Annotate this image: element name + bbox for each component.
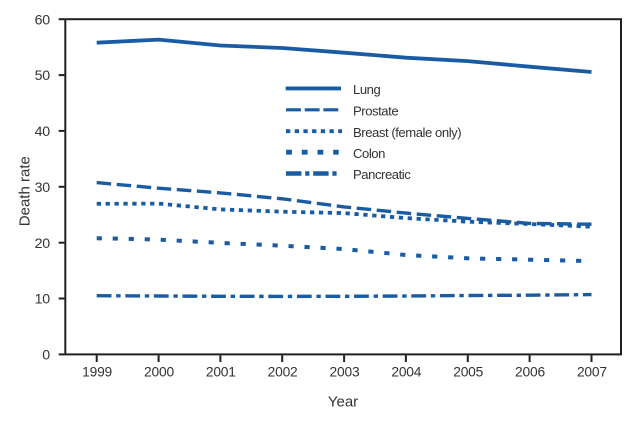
svg-text:20: 20 <box>35 236 51 252</box>
svg-text:0: 0 <box>42 348 50 364</box>
svg-text:Pancreatic: Pancreatic <box>353 167 411 182</box>
svg-text:10: 10 <box>35 292 51 308</box>
svg-text:Lung: Lung <box>353 82 380 97</box>
svg-text:2004: 2004 <box>391 365 421 380</box>
svg-text:50: 50 <box>35 68 51 84</box>
svg-text:40: 40 <box>35 124 51 140</box>
svg-text:2007: 2007 <box>577 365 607 380</box>
svg-text:Breast (female only): Breast (female only) <box>353 125 461 140</box>
svg-text:2006: 2006 <box>515 365 545 380</box>
svg-text:Colon: Colon <box>353 146 385 161</box>
svg-text:1999: 1999 <box>82 365 112 380</box>
svg-text:30: 30 <box>35 180 51 196</box>
svg-text:2001: 2001 <box>206 365 236 380</box>
svg-text:Prostate: Prostate <box>353 103 398 118</box>
svg-text:Death rate: Death rate <box>17 156 34 226</box>
svg-text:2002: 2002 <box>268 365 298 380</box>
svg-text:2005: 2005 <box>453 365 483 380</box>
svg-text:60: 60 <box>35 12 51 28</box>
svg-text:2000: 2000 <box>144 365 174 380</box>
svg-text:Year: Year <box>328 394 358 411</box>
svg-text:2003: 2003 <box>330 365 360 380</box>
